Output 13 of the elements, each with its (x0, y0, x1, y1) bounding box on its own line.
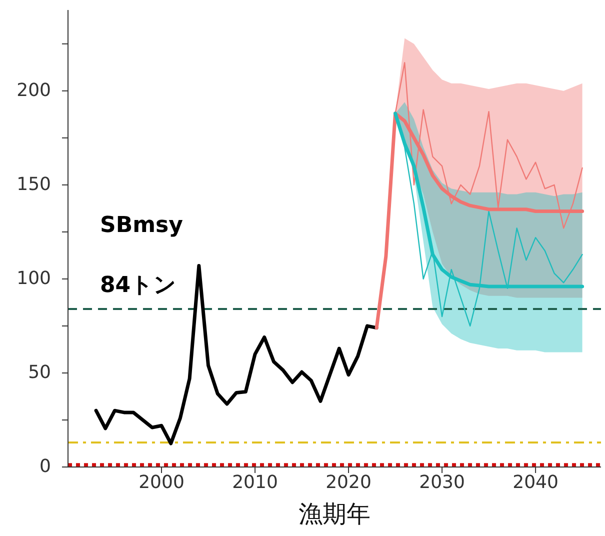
annotation: SBmsy (100, 213, 183, 238)
x-tick-label: 2010 (232, 472, 278, 493)
x-tick-label: 2020 (326, 472, 372, 493)
x-axis-title: 漁期年 (298, 500, 370, 528)
x-tick-label: 2030 (419, 472, 465, 493)
y-tick-label: 100 (16, 268, 51, 290)
annotation: 84トン (100, 272, 177, 300)
y-tick-label: 0 (40, 456, 51, 478)
x-tick-label: 2040 (512, 472, 558, 493)
y-tick-label: 50 (28, 362, 51, 384)
y-tick-label: 200 (16, 80, 51, 102)
y-tick-label: 150 (16, 174, 51, 196)
x-tick-label: 2000 (138, 472, 184, 493)
